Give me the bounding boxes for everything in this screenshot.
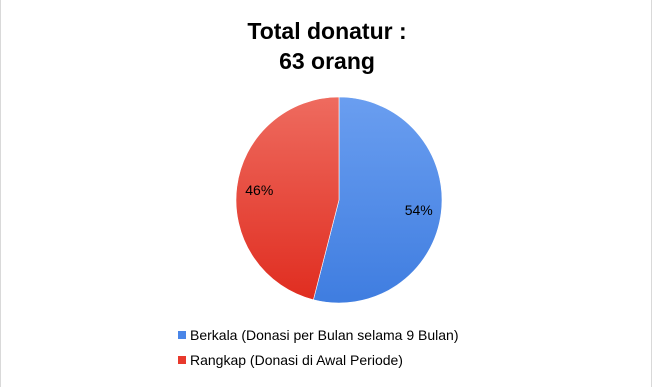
chart-legend: Berkala (Donasi per Bulan selama 9 Bulan… [178, 325, 458, 375]
legend-item-rangkap: Rangkap (Donasi di Awal Periode) [178, 350, 458, 370]
pie-slice-rangkap [235, 96, 340, 301]
legend-swatch-rangkap [178, 356, 186, 364]
chart-title-line-1: Total donatur : [247, 18, 407, 44]
pie-slice-berkala [313, 96, 443, 304]
legend-item-berkala: Berkala (Donasi per Bulan selama 9 Bulan… [178, 325, 458, 345]
legend-label-rangkap: Rangkap (Donasi di Awal Periode) [190, 352, 403, 368]
chart-title: Total donatur : 63 orang [1, 16, 652, 76]
slice-label-berkala: 54% [405, 202, 433, 218]
legend-label-berkala: Berkala (Donasi per Bulan selama 9 Bulan… [190, 327, 459, 343]
chart-title-line-2: 63 orang [279, 48, 375, 74]
legend-swatch-berkala [178, 331, 186, 339]
slice-label-rangkap: 46% [245, 182, 273, 198]
